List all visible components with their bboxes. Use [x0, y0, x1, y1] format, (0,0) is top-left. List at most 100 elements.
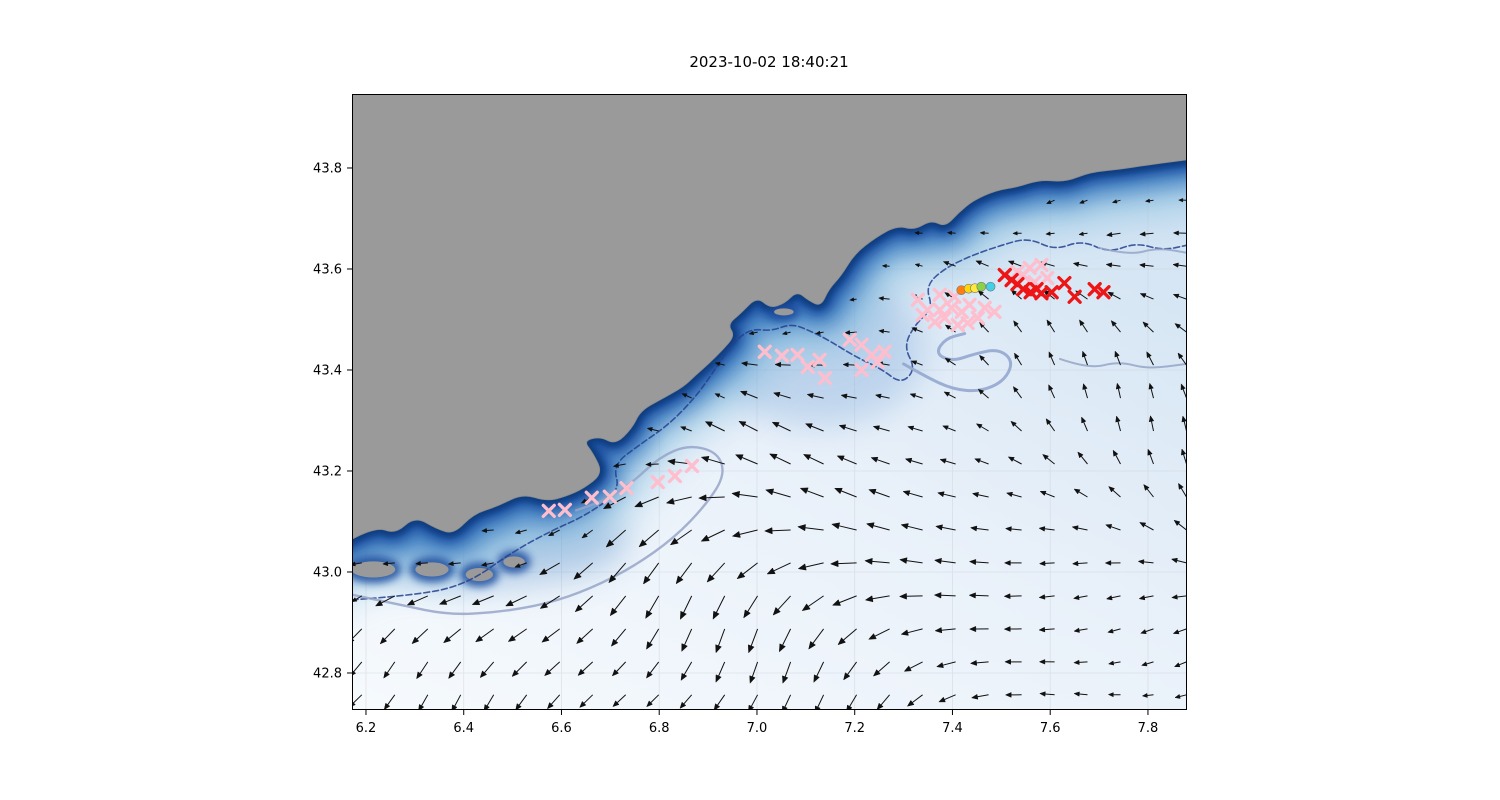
- pink-x-marker: [1022, 260, 1037, 276]
- current-arrow-shaft: [1177, 595, 1187, 598]
- current-arrow-shaft: [719, 363, 725, 366]
- current-arrow-shaft: [613, 562, 627, 578]
- current-arrow-head: [609, 607, 618, 617]
- current-arrow-head: [1177, 352, 1184, 360]
- x-stroke: [960, 315, 975, 331]
- current-arrow-head: [1173, 662, 1181, 668]
- current-arrow-head: [646, 427, 653, 432]
- current-arrow-shaft: [413, 595, 429, 603]
- current-arrow-head: [1012, 386, 1019, 393]
- current-arrow-shaft: [1079, 693, 1088, 696]
- x-stroke: [584, 490, 599, 505]
- current-arrow-shaft: [847, 661, 858, 675]
- current-arrow-shaft: [817, 694, 825, 708]
- current-arrow-head: [1180, 383, 1186, 391]
- current-arrow-head: [1143, 483, 1150, 491]
- current-arrow-shaft: [981, 392, 989, 399]
- current-arrow-head: [749, 675, 756, 684]
- current-arrow-head: [505, 599, 514, 607]
- island: [774, 308, 794, 316]
- current-arrow-shaft: [1014, 424, 1022, 432]
- current-arrow-shaft: [980, 262, 989, 267]
- current-arrow-head: [766, 567, 776, 575]
- current-arrow-shaft: [1044, 595, 1055, 598]
- current-arrow-head: [944, 324, 952, 330]
- current-arrow-shaft: [1146, 661, 1154, 665]
- current-arrow-shaft: [739, 529, 758, 535]
- current-arrow-shaft: [784, 661, 792, 677]
- current-arrow-shaft: [1079, 293, 1088, 300]
- current-arrow-head: [680, 672, 688, 681]
- current-arrow-shaft: [805, 527, 824, 531]
- current-arrow-head: [471, 598, 481, 605]
- current-arrow-head: [416, 671, 423, 680]
- current-arrow-shaft: [1048, 423, 1056, 432]
- current-arrow-shaft: [386, 661, 396, 674]
- current-arrow-head: [374, 599, 384, 607]
- x-stroke: [619, 481, 634, 496]
- current-arrow-shaft: [353, 661, 363, 673]
- x-stroke: [1096, 285, 1111, 300]
- current-arrow-shaft: [1179, 694, 1187, 697]
- x-stroke: [650, 474, 665, 490]
- x-stroke: [812, 352, 827, 368]
- gray-isobath-northeast: [1098, 246, 1187, 254]
- x-stroke: [1040, 270, 1055, 286]
- current-arrow-head: [479, 670, 488, 679]
- x-stroke: [557, 502, 573, 518]
- current-arrow-head: [804, 423, 813, 430]
- x-tick-label: 7.4: [942, 721, 963, 736]
- current-arrow-head: [944, 292, 951, 298]
- current-arrow-head: [475, 635, 484, 643]
- current-arrow-head: [844, 330, 851, 335]
- current-arrow-head: [881, 263, 887, 269]
- current-arrow-shaft: [519, 562, 527, 566]
- x-stroke: [842, 332, 857, 347]
- current-arrow-shaft: [873, 525, 890, 531]
- x-stroke: [1057, 275, 1072, 291]
- current-arrow-head: [1082, 350, 1088, 358]
- pink-x-marker: [1034, 257, 1049, 273]
- current-arrow-head: [781, 330, 788, 336]
- current-arrow-shaft: [1083, 232, 1088, 235]
- current-arrow-head: [602, 502, 612, 510]
- current-arrow-shaft: [1146, 488, 1154, 498]
- current-arrow-head: [681, 643, 688, 652]
- current-arrow-shaft: [975, 594, 989, 597]
- current-arrow-head: [1138, 594, 1146, 601]
- current-arrow-head: [1005, 491, 1013, 498]
- pink-x-marker: [927, 314, 943, 330]
- current-arrow-shaft: [750, 694, 759, 707]
- x-stroke: [1016, 282, 1031, 297]
- current-arrow-shaft: [1079, 628, 1088, 631]
- current-arrow-head: [712, 610, 720, 620]
- current-arrow-shaft: [909, 661, 923, 669]
- current-arrow-shaft: [878, 661, 890, 673]
- current-arrow-shaft: [839, 595, 857, 604]
- current-arrow-head: [782, 675, 789, 684]
- current-arrow-head: [938, 696, 946, 703]
- current-arrow-shaft: [718, 395, 725, 399]
- x-tick-label: 6.2: [356, 721, 377, 736]
- current-arrow-shaft: [615, 628, 627, 642]
- current-arrow-shaft: [872, 560, 890, 564]
- current-arrow-shaft: [1111, 264, 1121, 267]
- current-arrow-head: [771, 421, 780, 428]
- current-arrow-shaft: [1180, 487, 1187, 498]
- current-arrow-head: [1077, 451, 1084, 459]
- x-stroke: [962, 297, 977, 312]
- current-arrow-shaft: [940, 594, 956, 597]
- current-arrow-shaft: [906, 560, 923, 564]
- current-arrow-head: [1038, 659, 1046, 665]
- current-arrow-shaft: [942, 526, 956, 531]
- current-arrow-head: [706, 574, 715, 583]
- current-arrow-shaft: [777, 424, 791, 432]
- current-arrow-head: [878, 328, 885, 334]
- current-arrow-shaft: [1117, 421, 1121, 432]
- current-arrow-head: [715, 674, 722, 683]
- island: [503, 556, 525, 568]
- current-arrow-shaft: [1144, 264, 1154, 267]
- current-arrow-shaft: [747, 363, 758, 366]
- current-arrow-head: [842, 362, 849, 368]
- current-arrow-head: [714, 361, 721, 367]
